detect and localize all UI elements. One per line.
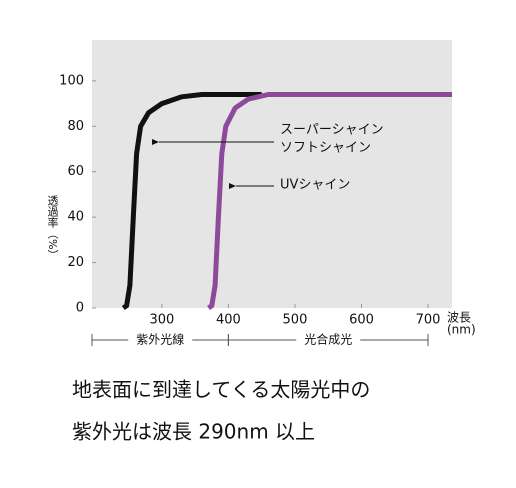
- series-label: UVシャイン: [280, 178, 350, 193]
- series-line: [207, 92, 452, 311]
- x-tick-label: 400: [216, 313, 241, 328]
- x-tick-label: 700: [416, 313, 441, 328]
- series-label: ソフトシャイン: [280, 141, 371, 156]
- caption-line: 地表面に到達してくる太陽光中の: [72, 378, 370, 402]
- y-tick-label: 60: [67, 164, 84, 179]
- y-axis-label: 透過率（%）: [46, 195, 59, 261]
- y-tick-label: 80: [67, 119, 84, 134]
- x-tick-label: 300: [149, 313, 174, 328]
- x-axis-unit: (nm): [447, 323, 476, 337]
- y-tick-label: 0: [76, 301, 84, 316]
- y-tick-label: 100: [59, 73, 84, 88]
- y-tick-label: 40: [67, 210, 84, 225]
- series-line: [121, 92, 262, 311]
- region-label: 紫外光線: [136, 332, 184, 347]
- x-tick-label: 500: [283, 313, 308, 328]
- region-label-bg: [128, 332, 193, 348]
- region-label-bg: [296, 332, 361, 348]
- y-tick-label: 20: [67, 255, 84, 270]
- region-label: 光合成光: [304, 332, 352, 347]
- x-axis-label: 波長: [447, 311, 471, 325]
- x-tick-label: 600: [349, 313, 374, 328]
- plot-area: [92, 40, 452, 308]
- caption-line: 紫外光は波長 290nm 以上: [72, 420, 315, 444]
- series-label: スーパーシャイン: [280, 123, 384, 138]
